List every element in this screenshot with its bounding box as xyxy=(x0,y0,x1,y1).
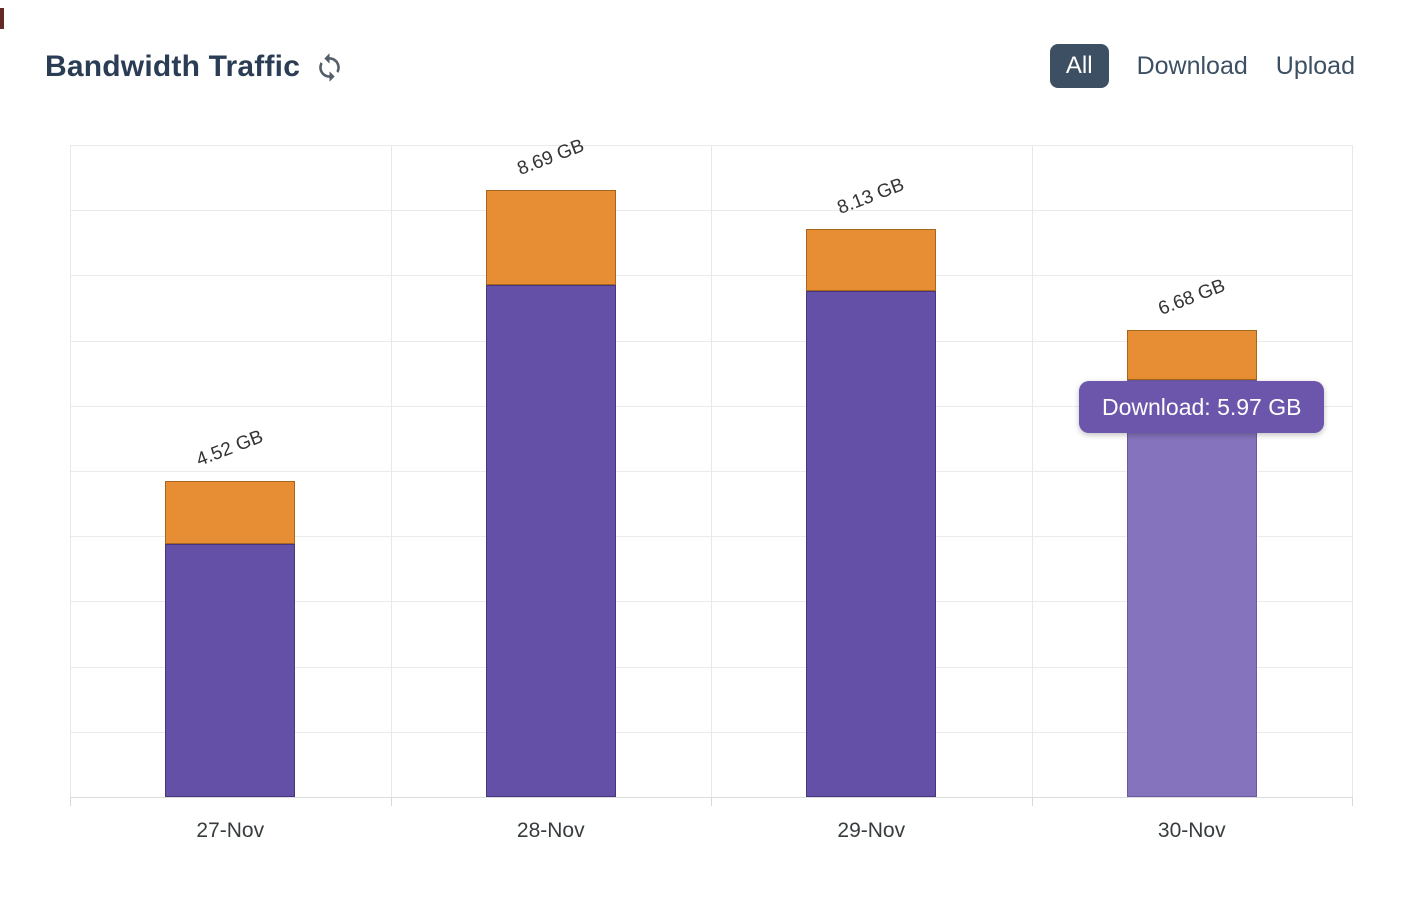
x-axis-tick xyxy=(70,797,71,806)
page-title: Bandwidth Traffic xyxy=(45,50,301,83)
bar-total-label: 8.69 GB xyxy=(514,134,587,180)
x-axis-label: 29-Nov xyxy=(837,819,906,842)
bar-segment-download[interactable] xyxy=(485,284,616,797)
x-axis-tick xyxy=(1031,797,1033,806)
chart-header: Bandwidth Traffic xyxy=(45,48,345,86)
x-axis-label: 27-Nov xyxy=(196,819,265,842)
x-axis-tick xyxy=(1352,797,1353,806)
bar-total-label: 8.13 GB xyxy=(834,174,908,219)
gridline-vertical xyxy=(1352,145,1353,797)
gridline-vertical xyxy=(711,145,712,797)
bar-total-label: 6.68 GB xyxy=(1155,275,1228,321)
x-axis-tick xyxy=(390,797,392,806)
tab-download[interactable]: Download xyxy=(1136,51,1248,80)
bar-segment-upload[interactable] xyxy=(165,481,296,545)
gridline-vertical xyxy=(390,145,392,797)
gridline-vertical xyxy=(1031,145,1033,797)
x-axis-label: 28-Nov xyxy=(516,819,585,842)
screen-edge-artifact xyxy=(0,8,4,29)
tab-all[interactable]: All xyxy=(1049,44,1109,88)
refresh-button[interactable] xyxy=(314,48,345,86)
series-filter-tabs: All Download Upload xyxy=(1049,44,1355,88)
bar-segment-upload[interactable] xyxy=(806,228,937,292)
bar-segment-download[interactable] xyxy=(165,544,296,797)
chart-tooltip: Download: 5.97 GB xyxy=(1079,381,1325,433)
gridline-vertical xyxy=(70,145,71,797)
tab-upload[interactable]: Upload xyxy=(1275,51,1355,80)
x-axis-label: 30-Nov xyxy=(1157,819,1226,842)
bar-total-label: 4.52 GB xyxy=(193,426,267,471)
bar-segment-upload[interactable] xyxy=(485,189,616,285)
bar-segment-download[interactable] xyxy=(1126,379,1257,797)
bar-segment-download[interactable] xyxy=(806,291,937,797)
x-axis-tick xyxy=(711,797,712,806)
refresh-icon xyxy=(314,52,345,86)
bar-segment-upload[interactable] xyxy=(1126,330,1257,380)
